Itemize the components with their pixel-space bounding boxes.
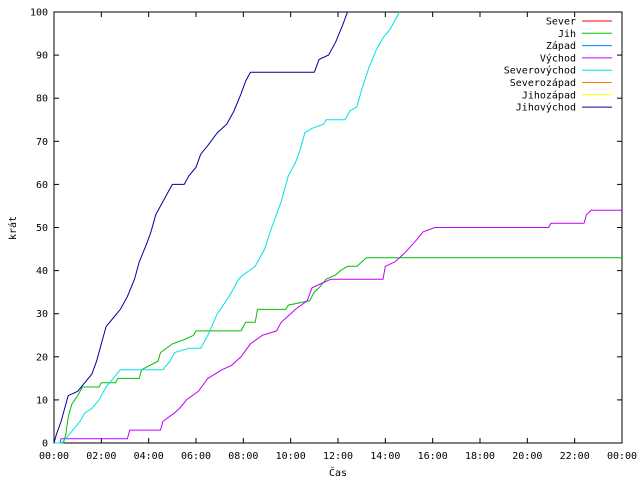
series-line: [53, 11, 348, 444]
y-tick-label: 30: [36, 309, 48, 320]
y-tick-label: 60: [36, 180, 48, 191]
legend: SeverJihZápadVýchodSeverovýchodSeverozáp…: [504, 17, 612, 114]
x-tick-label: 16:00: [418, 451, 448, 462]
x-tick-label: 20:00: [512, 451, 542, 462]
legend-label: Východ: [540, 52, 576, 64]
y-tick-label: 20: [36, 352, 48, 363]
legend-label: Severozápad: [510, 77, 576, 89]
axis-ticks: 00:00 02:00 04:00 06:00 08:00 10:00 12:00 14:00…: [30, 8, 637, 463]
y-tick-label: 40: [36, 266, 48, 277]
x-tick-label: 10:00: [276, 451, 306, 462]
x-tick-label: 04:00: [134, 451, 164, 462]
y-tick-label: 0: [42, 439, 48, 450]
x-tick-label: 12:00: [323, 451, 353, 462]
legend-label: Jihovýchod: [516, 102, 576, 114]
series-line: [54, 11, 400, 444]
series-line: [54, 209, 622, 444]
x-tick-label: 22:00: [560, 451, 590, 462]
y-tick-label: 50: [36, 223, 48, 234]
legend-label: Jih: [558, 29, 576, 40]
x-axis-title: Čas: [329, 466, 347, 479]
y-tick-label: 90: [36, 51, 48, 62]
legend-label: Jihozápad: [522, 89, 576, 101]
x-tick-label: 08:00: [228, 451, 258, 462]
x-tick-label: 00:00: [607, 451, 637, 462]
legend-label: Západ: [546, 40, 576, 52]
legend-label: Severovýchod: [504, 65, 576, 77]
y-tick-label: 80: [36, 94, 48, 105]
y-tick-label: 100: [30, 8, 48, 19]
y-tick-label: 70: [36, 137, 48, 148]
x-tick-label: 14:00: [370, 451, 400, 462]
y-axis-title: krát: [7, 216, 19, 240]
series-line: [54, 257, 622, 444]
y-tick-label: 10: [36, 395, 48, 406]
x-tick-label: 06:00: [181, 451, 211, 462]
series-lines: [53, 11, 622, 444]
x-tick-label: 18:00: [465, 451, 495, 462]
x-tick-label: 02:00: [86, 451, 116, 462]
x-tick-label: 00:00: [39, 451, 69, 462]
legend-label: Sever: [546, 17, 576, 28]
